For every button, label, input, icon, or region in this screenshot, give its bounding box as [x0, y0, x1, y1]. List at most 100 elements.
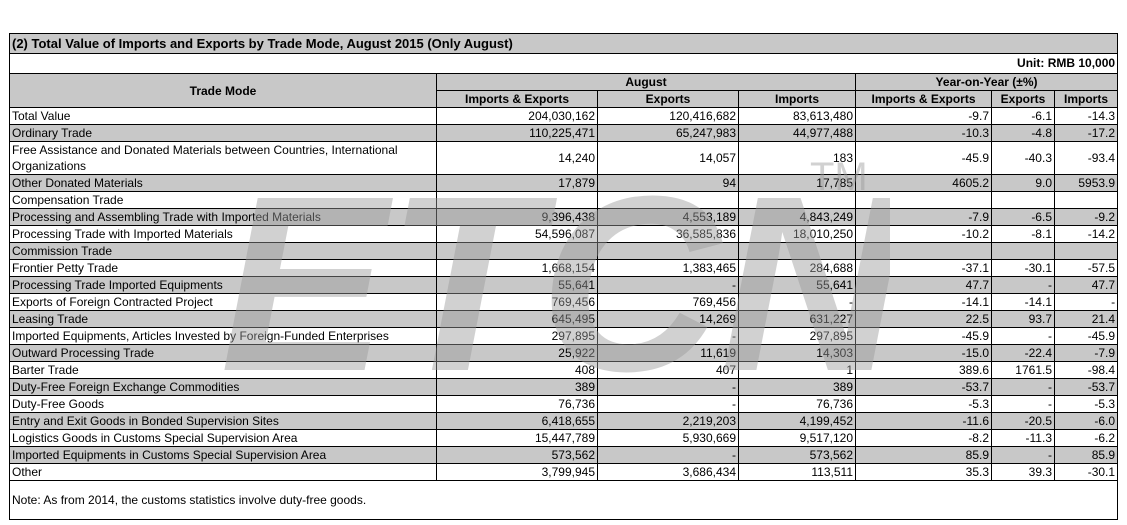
table-row: Ordinary Trade 110,225,471 65,247,983 44,97…	[9, 124, 1119, 142]
aug-imports-exports-cell: 14,240	[436, 141, 598, 175]
aug-imports-cell: 4,843,249	[738, 208, 856, 226]
aug-imports-cell: 573,562	[738, 446, 856, 464]
table-row: Entry and Exit Goods in Bonded Supervisi…	[9, 412, 1119, 430]
table-row: Total Value 204,030,162 120,416,682 83,613,…	[9, 107, 1119, 125]
table-row: Frontier Petty Trade 1,668,154 1,383,465 28…	[9, 259, 1119, 277]
header-august-imports: Imports	[738, 90, 856, 108]
yoy-exports-cell: 9.0	[991, 174, 1055, 192]
aug-exports-cell	[597, 191, 739, 209]
yoy-imports-exports-cell: 85.9	[855, 446, 992, 464]
aug-imports-exports-cell: 769,456	[436, 293, 598, 311]
yoy-imports-exports-cell: 22.5	[855, 310, 992, 328]
yoy-imports-cell: -14.3	[1053, 107, 1119, 125]
yoy-imports-exports-cell: 47.7	[855, 276, 992, 294]
aug-exports-cell: -	[597, 378, 739, 396]
table-row: Leasing Trade 645,495 14,269 631,227 22.5 93.…	[9, 310, 1119, 328]
trade-table-container: (2) Total Value of Imports and Exports b…	[8, 33, 1119, 520]
aug-exports-cell: 769,456	[597, 293, 739, 311]
yoy-imports-exports-cell	[855, 242, 992, 260]
yoy-exports-cell: -6.5	[991, 208, 1055, 226]
trade-mode-cell: Duty-Free Goods	[9, 395, 437, 413]
table-note: Note: As from 2014, the customs statisti…	[8, 480, 1119, 520]
header-trade-mode: Trade Mode	[9, 73, 437, 108]
yoy-exports-cell: -8.1	[991, 225, 1055, 243]
yoy-imports-cell: -57.5	[1053, 259, 1119, 277]
yoy-exports-cell: -40.3	[991, 141, 1055, 175]
yoy-exports-cell: -	[991, 327, 1055, 345]
table-row: Processing Trade Imported Equipments 55,6…	[9, 276, 1119, 294]
yoy-imports-cell: -6.2	[1053, 429, 1119, 447]
table-row: Outward Processing Trade 25,922 11,619 14,3…	[9, 344, 1119, 362]
yoy-imports-exports-cell: -11.6	[855, 412, 992, 430]
yoy-imports-cell: 47.7	[1053, 276, 1119, 294]
yoy-exports-cell: 93.7	[991, 310, 1055, 328]
trade-mode-cell: Processing Trade Imported Equipments	[9, 276, 437, 294]
yoy-exports-cell: -22.4	[991, 344, 1055, 362]
table-row: Processing Trade with Imported Materials…	[9, 225, 1119, 243]
yoy-exports-cell	[991, 191, 1055, 209]
aug-imports-cell: 297,895	[738, 327, 856, 345]
yoy-imports-exports-cell: -37.1	[855, 259, 992, 277]
yoy-imports-exports-cell: 4605.2	[855, 174, 992, 192]
aug-imports-cell	[738, 242, 856, 260]
aug-exports-cell: 11,619	[597, 344, 739, 362]
trade-mode-cell: Duty-Free Foreign Exchange Commodities	[9, 378, 437, 396]
aug-exports-cell: 2,219,203	[597, 412, 739, 430]
trade-mode-cell: Other Donated Materials	[9, 174, 437, 192]
aug-exports-cell: 4,553,189	[597, 208, 739, 226]
yoy-exports-cell: 39.3	[991, 463, 1055, 481]
yoy-imports-exports-cell	[855, 191, 992, 209]
trade-mode-cell: Outward Processing Trade	[9, 344, 437, 362]
aug-imports-exports-cell: 25,922	[436, 344, 598, 362]
yoy-exports-cell: -20.5	[991, 412, 1055, 430]
trade-mode-cell: Processing Trade with Imported Materials	[9, 225, 437, 243]
table-row: Other Donated Materials 17,879 94 17,785 460…	[9, 174, 1119, 192]
header-august-exports: Exports	[597, 90, 739, 108]
trade-mode-cell: Processing and Assembling Trade with Imp…	[9, 208, 437, 226]
yoy-exports-cell: -6.1	[991, 107, 1055, 125]
header-yoy: Year-on-Year (±%)	[854, 73, 1119, 91]
aug-imports-exports-cell: 110,225,471	[436, 124, 598, 142]
aug-exports-cell: 407	[597, 361, 739, 379]
yoy-imports-exports-cell: 35.3	[855, 463, 992, 481]
yoy-imports-cell	[1053, 191, 1119, 209]
trade-mode-cell: Barter Trade	[9, 361, 437, 379]
aug-exports-cell: 14,269	[597, 310, 739, 328]
aug-exports-cell: 1,383,465	[597, 259, 739, 277]
yoy-imports-cell: -14.2	[1053, 225, 1119, 243]
aug-imports-exports-cell: 54,596,087	[436, 225, 598, 243]
trade-mode-cell: Leasing Trade	[9, 310, 437, 328]
yoy-imports-exports-cell: -10.2	[855, 225, 992, 243]
yoy-imports-cell: 21.4	[1053, 310, 1119, 328]
yoy-imports-cell: -30.1	[1053, 463, 1119, 481]
yoy-imports-exports-cell: -14.1	[855, 293, 992, 311]
aug-imports-cell: 76,736	[738, 395, 856, 413]
aug-imports-exports-cell: 15,447,789	[436, 429, 598, 447]
trade-mode-cell: Compensation Trade	[9, 191, 437, 209]
aug-exports-cell: -	[597, 276, 739, 294]
yoy-imports-exports-cell: -8.2	[855, 429, 992, 447]
aug-imports-exports-cell: 389	[436, 378, 598, 396]
yoy-imports-exports-cell: -9.7	[855, 107, 992, 125]
trade-mode-cell: Total Value	[9, 107, 437, 125]
aug-exports-cell: -	[597, 446, 739, 464]
aug-exports-cell: 94	[597, 174, 739, 192]
aug-exports-cell: 3,686,434	[597, 463, 739, 481]
aug-imports-cell: 83,613,480	[738, 107, 856, 125]
header-august: August	[436, 73, 856, 91]
aug-imports-cell: 17,785	[738, 174, 856, 192]
aug-imports-exports-cell: 76,736	[436, 395, 598, 413]
table-row: Barter Trade 408 407 1 389.6 1761.5 -98.4	[9, 361, 1119, 379]
aug-imports-exports-cell: 9,396,438	[436, 208, 598, 226]
aug-imports-cell: 14,303	[738, 344, 856, 362]
trade-mode-cell: Free Assistance and Donated Materials be…	[9, 141, 437, 175]
yoy-imports-cell: -	[1053, 293, 1119, 311]
yoy-imports-exports-cell: 389.6	[855, 361, 992, 379]
yoy-imports-cell: 85.9	[1053, 446, 1119, 464]
aug-imports-cell: 55,641	[738, 276, 856, 294]
aug-exports-cell: 5,930,669	[597, 429, 739, 447]
yoy-imports-cell: -9.2	[1053, 208, 1119, 226]
aug-exports-cell: -	[597, 327, 739, 345]
aug-imports-exports-cell: 55,641	[436, 276, 598, 294]
yoy-exports-cell: -30.1	[991, 259, 1055, 277]
